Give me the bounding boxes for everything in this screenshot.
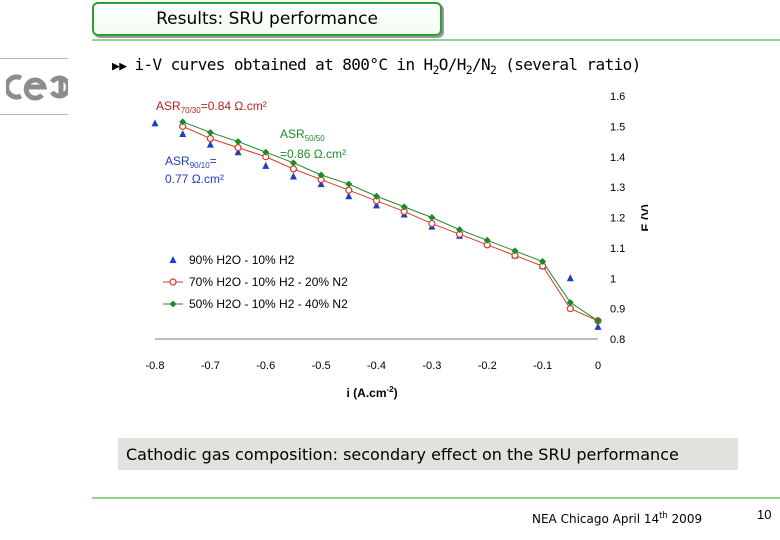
series-line-1 [182,125,599,322]
legend-label-1: 70% H2O - 10% H2 - 20% N2 [189,275,348,289]
data-point [373,201,380,209]
data-point [234,138,242,146]
bullet-text: ▶▶ i-V curves obtained at 800°C in H2O/H2… [112,55,641,78]
bullet-arrow-icon: ▶▶ [112,59,127,74]
x-tick-label: -0.7 [201,360,220,372]
x-axis-label: i (A.cm-2) [347,385,398,400]
legend-label-2: 50% H2O - 10% H2 - 40% N2 [189,297,348,311]
series-line-2 [182,121,599,322]
asr-annotation-90-10-value: 0.77 Ω.cm² [165,172,224,186]
data-point [289,159,297,167]
data-point [428,214,436,221]
y-tick-label: 0.9 [610,304,625,316]
cea-logo: cea [6,74,68,108]
caption-text: Cathodic gas composition: secondary effe… [126,444,679,464]
slide-title: Results: SRU performance [92,2,442,36]
y-tick-label: 1.6 [610,91,625,103]
x-tick-label: -0.1 [533,360,552,372]
x-tick-label: -0.2 [478,360,497,372]
data-point [206,140,214,148]
y-tick-label: 1.2 [610,213,625,225]
caption-box: Cathodic gas composition: secondary effe… [118,438,738,470]
y-tick-label: 1.5 [610,121,625,133]
y-tick-label: 1.4 [610,152,625,164]
footer-text: NEA Chicago April 14th 2009 [532,510,703,526]
legend-marker-0 [169,256,177,264]
data-point [483,236,491,244]
data-point [234,148,242,156]
slide-title-text: Results: SRU performance [156,9,378,29]
data-point [262,161,270,169]
data-point [151,119,159,127]
data-point [594,317,602,325]
bottom-divider [92,497,780,499]
data-point [289,172,297,180]
y-tick-label: 1.1 [610,243,625,255]
x-tick-label: -0.3 [422,360,441,372]
x-tick-label: -0.6 [256,360,275,372]
data-point [566,299,574,307]
data-point [289,165,298,173]
data-point [206,128,214,136]
page-number: 10 [757,507,772,522]
data-point [179,118,187,126]
data-point [594,322,602,330]
data-point [345,186,353,194]
data-point [428,219,436,228]
x-tick-label: -0.4 [367,360,386,372]
logo-rule-top [0,58,68,59]
iv-chart: -0.8 -0.7 -0.6 -0.5 -0.4 -0.3 -0.2 -0.1 0 1.6 1.5 1… [146,91,648,400]
data-point [345,192,353,200]
asr-annotation-50-50-value: =0.86 Ω.cm² [280,147,346,161]
legend-marker-2 [169,300,177,308]
x-tick-label: -0.8 [146,360,165,372]
y-tick-label: 1 [610,273,616,285]
x-tick-label: -0.5 [312,360,331,372]
x-tick-label: 0 [595,360,601,372]
data-point [317,180,325,188]
y-tick-label: 1.3 [610,182,625,194]
data-point [400,203,408,211]
data-point [317,171,325,179]
data-point [234,144,242,152]
legend-label-0: 90% H2O - 10% H2 [189,253,295,267]
asr-annotation-90-10: ASR90/10= [165,154,217,170]
data-point [262,148,270,156]
data-point [456,226,464,234]
data-point [373,192,380,200]
chart-legend: 90% H2O - 10% H2 70% H2O - 10% H2 - 20% N… [163,253,348,311]
top-divider [92,39,780,41]
data-point [566,305,574,313]
y-tick-label: 0.8 [610,334,625,346]
data-point [345,180,353,188]
asr-annotation-50-50: ASR50/50 [280,127,325,143]
data-point [179,129,187,137]
asr-annotation-70-30: ASR70/30=0.84 Ω.cm² [156,99,267,115]
legend-marker-1 [169,278,177,286]
data-point [206,134,214,143]
data-point [539,258,547,266]
data-point [511,247,519,255]
svg-text:cea: cea [37,106,39,108]
y-axis-label: E (V) [639,204,648,231]
logo-rule-bottom [0,114,68,115]
data-point [566,274,574,282]
